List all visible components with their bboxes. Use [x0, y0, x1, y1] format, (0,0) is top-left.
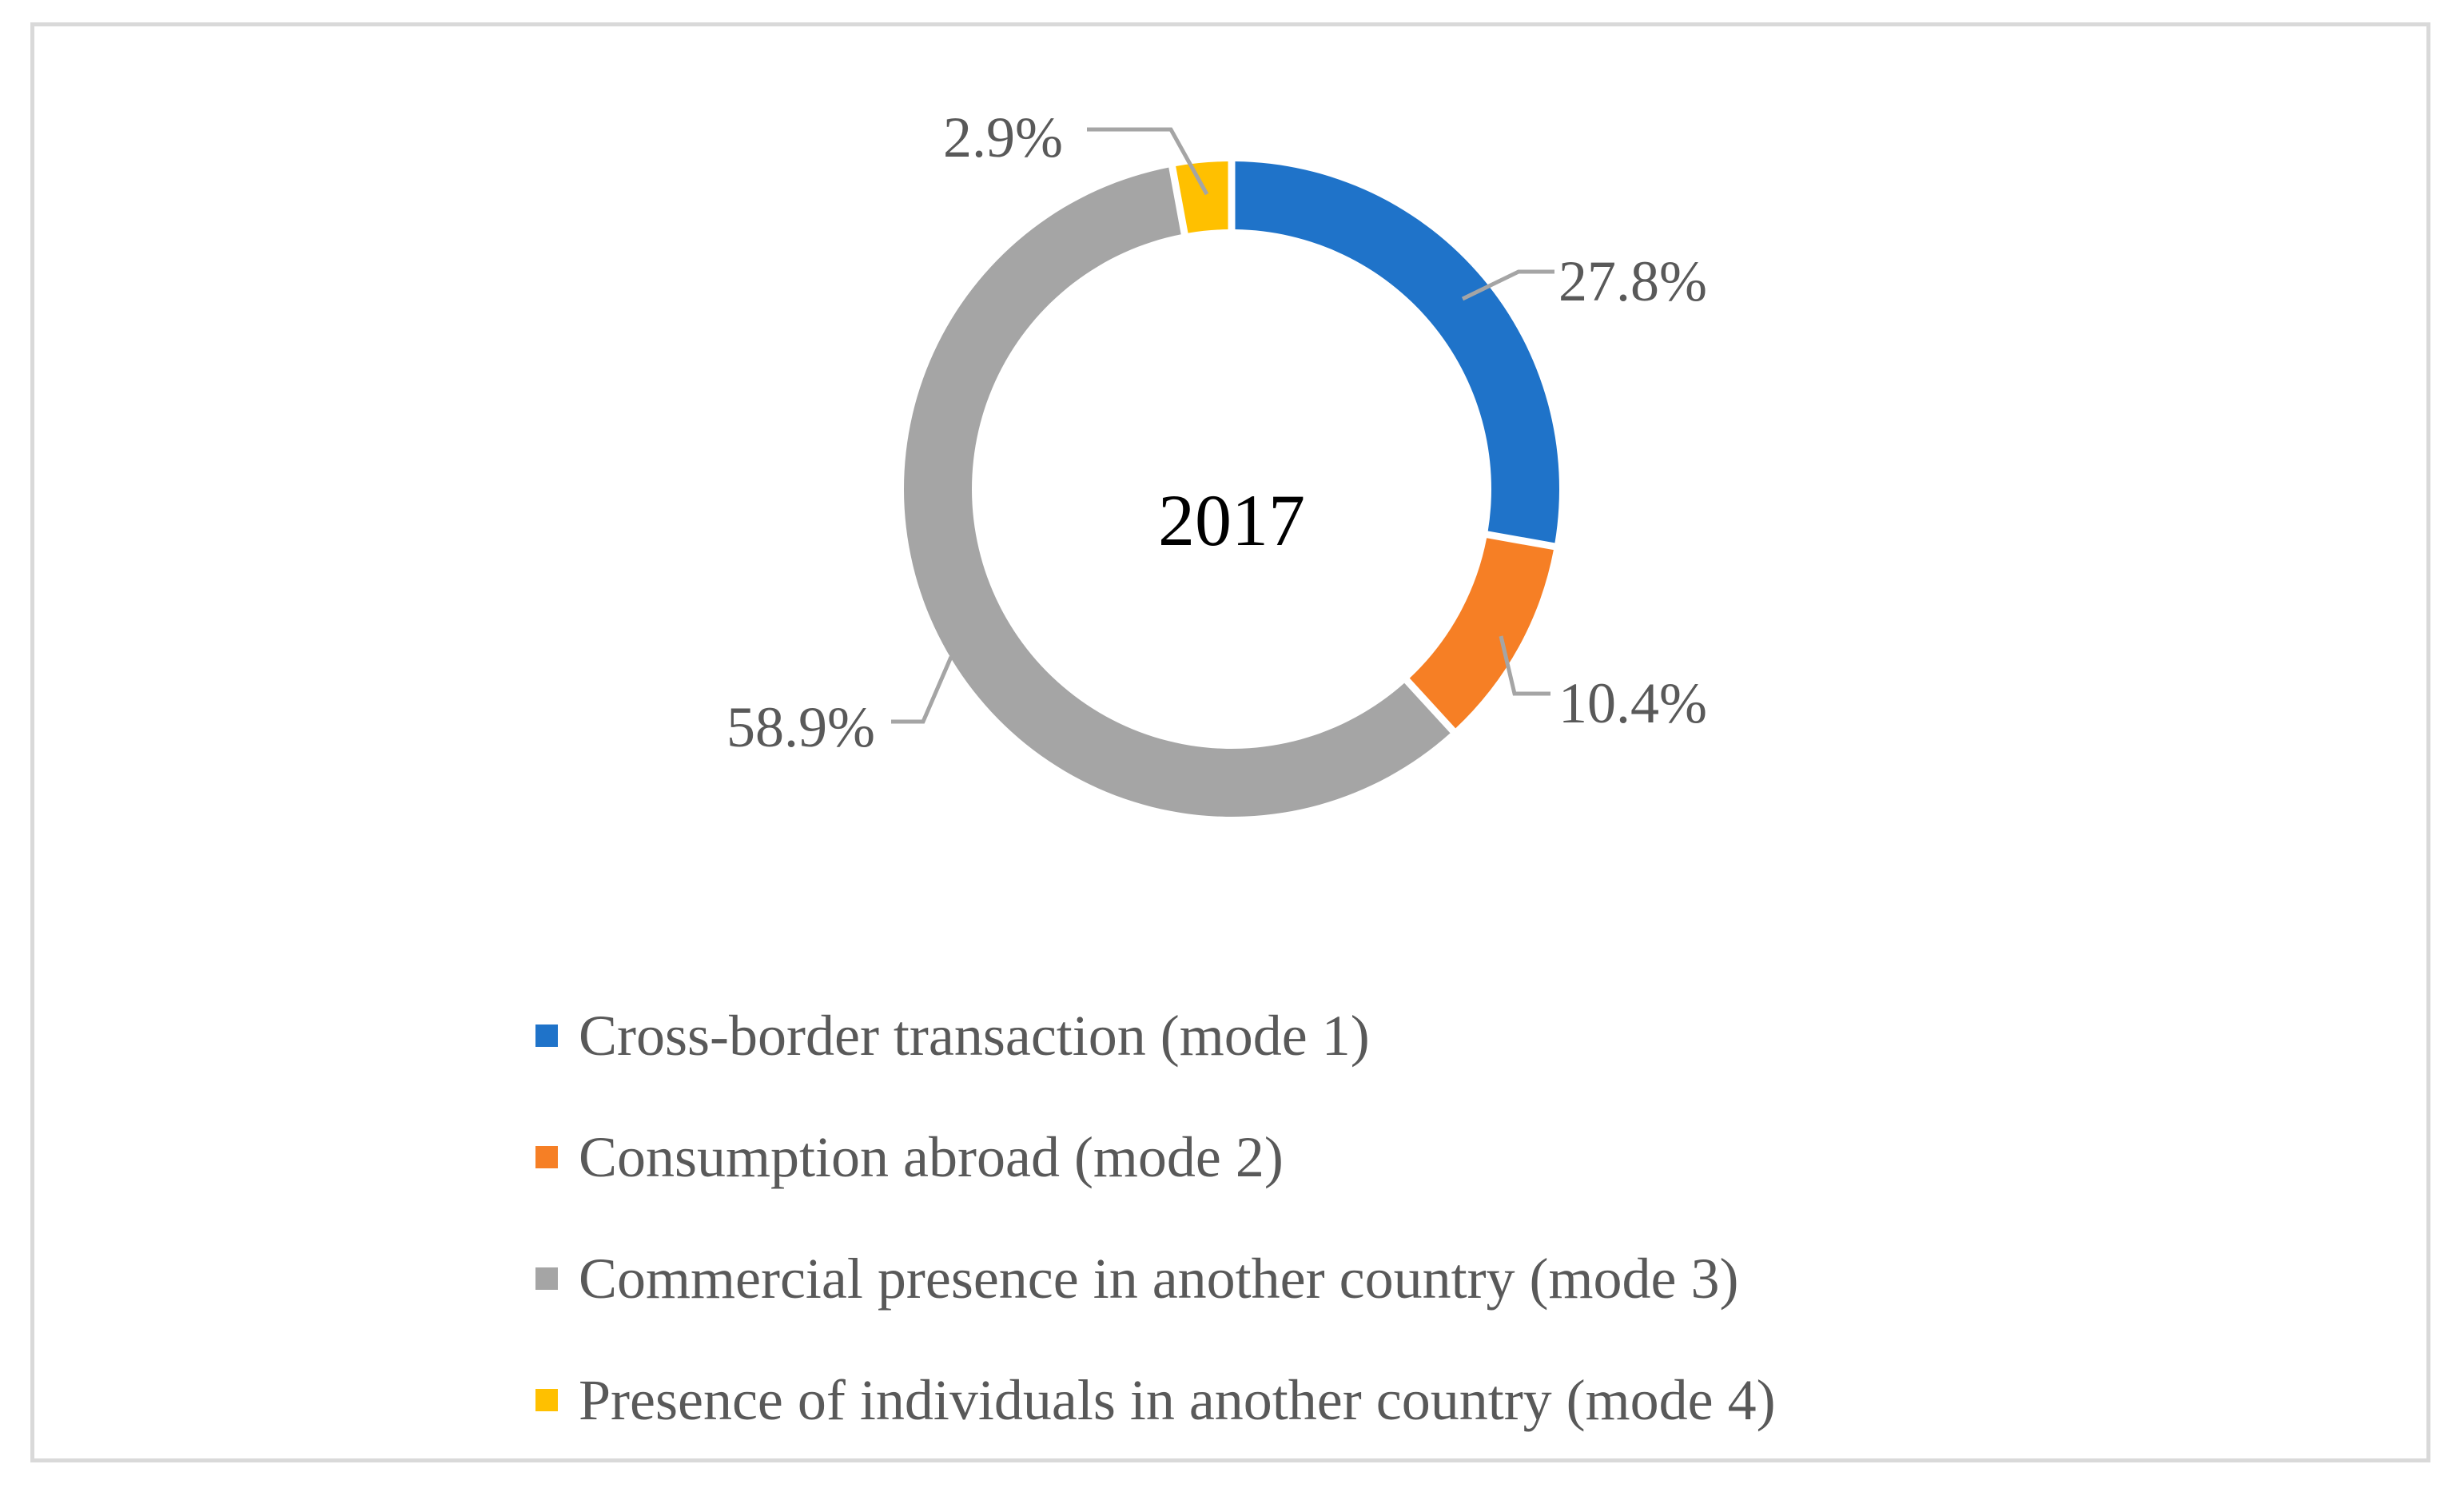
donut-slices [903, 161, 1560, 818]
leader-line-mode-3 [891, 656, 953, 724]
legend-swatch-mode-4 [535, 1389, 558, 1411]
data-label-mode-3: 58.9% [726, 695, 875, 759]
chart-frame [30, 22, 2430, 1462]
legend-label-mode-4: Presence of individuals in another count… [579, 1367, 1776, 1432]
legend-swatch-mode-2 [535, 1146, 558, 1168]
legend-label-mode-3: Commercial presence in another country (… [579, 1246, 1739, 1311]
leader-lines [891, 127, 1554, 724]
legend-swatch-mode-1 [535, 1024, 558, 1047]
legend-item-mode-1: Cross-border transaction (mode 1) [535, 975, 1776, 1096]
donut-slice-mode-2 [1409, 538, 1554, 729]
data-label-mode-1: 27.8% [1558, 249, 1707, 313]
leader-line-mode-4 [1087, 127, 1209, 196]
donut-slice-mode-1 [1235, 161, 1560, 543]
legend: Cross-border transaction (mode 1) Consump… [535, 975, 1776, 1461]
data-label-mode-4: 2.9% [943, 105, 1063, 169]
legend-item-mode-3: Commercial presence in another country (… [535, 1218, 1776, 1339]
leader-line-mode-1 [1461, 269, 1554, 301]
legend-item-mode-4: Presence of individuals in another count… [535, 1339, 1776, 1461]
donut-slice-mode-4 [1176, 161, 1228, 233]
leader-line-mode-2 [1499, 635, 1550, 696]
legend-item-mode-2: Consumption abroad (mode 2) [535, 1096, 1776, 1218]
legend-swatch-mode-3 [535, 1267, 558, 1290]
legend-label-mode-2: Consumption abroad (mode 2) [579, 1124, 1284, 1189]
data-labels: 27.8% 10.4% 58.9% 2.9% [726, 105, 1707, 759]
data-label-mode-2: 10.4% [1558, 671, 1707, 735]
legend-label-mode-1: Cross-border transaction (mode 1) [579, 1003, 1370, 1068]
donut-slice-mode-3 [903, 167, 1451, 818]
center-year-label: 2017 [1158, 479, 1305, 561]
